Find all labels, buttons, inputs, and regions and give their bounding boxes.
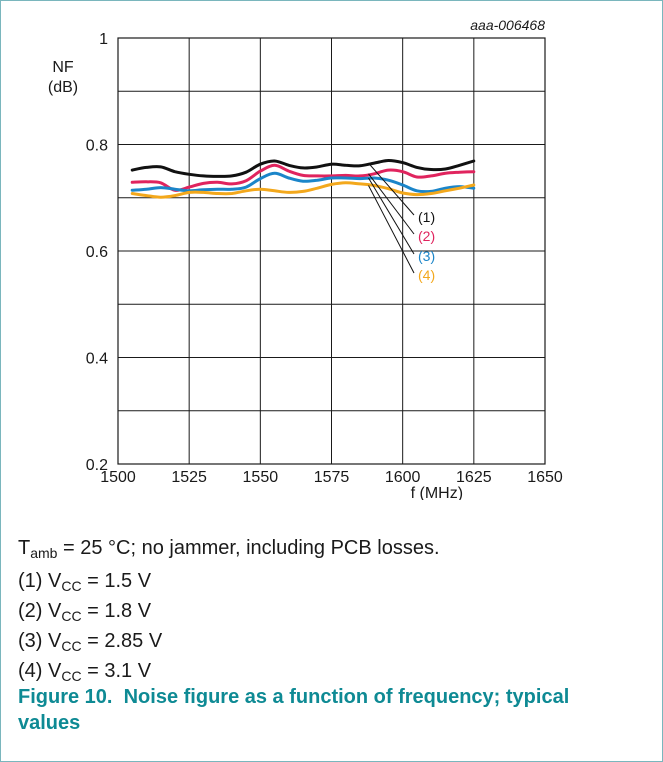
figure-title: Noise figure as a function of frequency;…: [18, 686, 570, 734]
series-line-2: [130, 163, 476, 192]
x-tick-label: 1525: [171, 469, 207, 486]
x-tick-label: 1575: [314, 469, 350, 486]
legend-label-4: (4): [418, 267, 435, 283]
noise-figure-chart: (1) (2) (3) (4) 1500 1525 1550 1575 1600 1625 1650…: [48, 17, 563, 500]
legend-label-3: (3): [418, 248, 435, 264]
series-line-4: [130, 181, 476, 199]
grid-lines: [117, 37, 546, 465]
figure-number: Figure 10.: [18, 686, 113, 708]
note-item-1: (1) VCC = 1.5 V: [18, 570, 152, 594]
chart-text: (1) (2) (3) (4) 1500 1525 1550 1575 1600 1625 1650…: [48, 17, 563, 500]
y-tick-label: 0.6: [86, 244, 108, 261]
leader-line-4: [368, 185, 415, 274]
x-tick-label: 1625: [456, 469, 492, 486]
series-lines: [130, 158, 476, 199]
x-tick-label: 1600: [385, 469, 421, 486]
figure-caption: Figure 10. Noise figure as a function of…: [18, 684, 578, 736]
y-tick-label: 0.4: [86, 351, 108, 368]
y-tick-label: 0.8: [86, 138, 108, 155]
series-line-1: [130, 158, 476, 178]
legend-label-1: (1): [418, 209, 435, 225]
condition-note: Tamb = 25 °C; no jammer, including PCB l…: [18, 537, 440, 561]
figure-id: aaa-006468: [470, 17, 545, 33]
note-item-4: (4) VCC = 3.1 V: [18, 660, 152, 684]
leader-line-1: [368, 162, 415, 216]
x-axis-label: f (MHz): [411, 485, 463, 500]
note-item-3: (3) VCC = 2.85 V: [18, 630, 163, 654]
y-tick-label: 1: [99, 31, 108, 48]
series-line-3: [130, 171, 476, 194]
y-tick-label: 0.2: [86, 457, 108, 474]
y-axis-label: NF: [52, 59, 74, 76]
legend-leader-lines: [368, 162, 415, 274]
note-item-2: (2) VCC = 1.8 V: [18, 600, 152, 624]
x-tick-label: 1550: [243, 469, 279, 486]
legend-label-2: (2): [418, 228, 435, 244]
plot-border: [117, 37, 546, 465]
x-tick-label: 1650: [527, 469, 563, 486]
leader-line-2: [368, 173, 415, 235]
leader-line-3: [368, 177, 415, 255]
x-tick-label: 1500: [100, 469, 136, 486]
y-axis-unit: (dB): [48, 79, 78, 96]
